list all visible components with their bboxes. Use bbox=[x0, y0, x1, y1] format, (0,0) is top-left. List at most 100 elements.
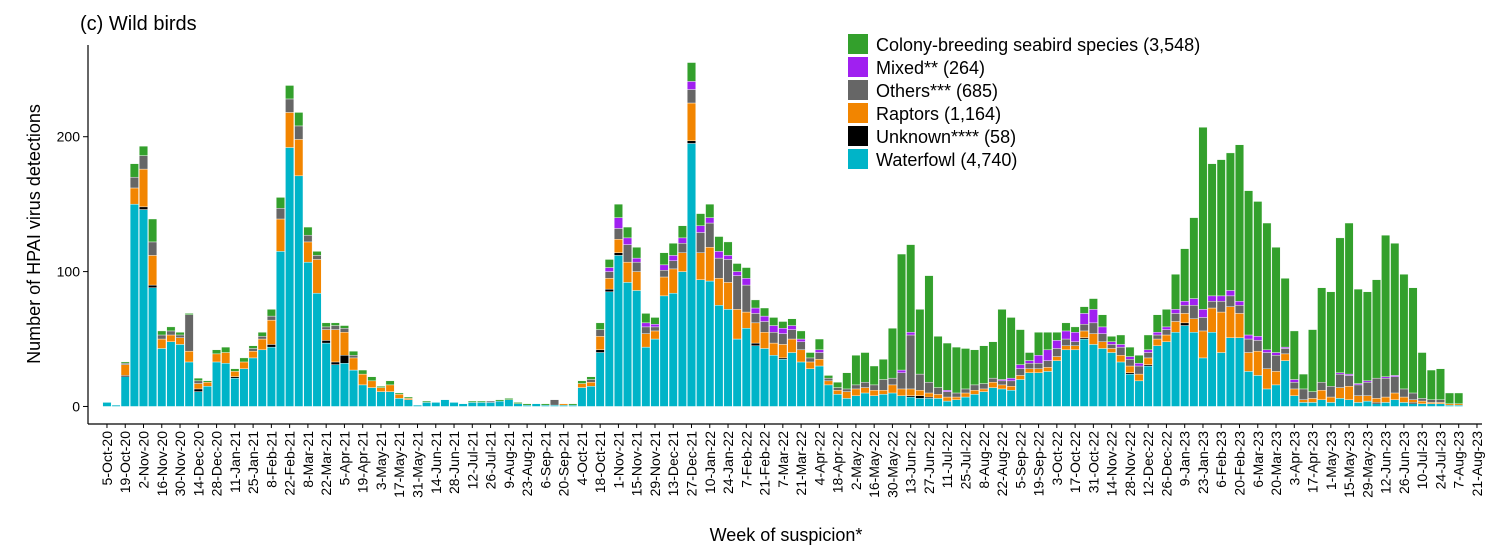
x-tick-label: 12-Jun-23 bbox=[1378, 431, 1394, 494]
bar-segment bbox=[1244, 190, 1254, 336]
bar-segment bbox=[732, 263, 742, 272]
bar-segment bbox=[129, 163, 139, 178]
bar-segment bbox=[732, 271, 742, 276]
bar-segment bbox=[1152, 345, 1162, 407]
bar-segment bbox=[1262, 388, 1272, 407]
bar-segment bbox=[814, 338, 824, 351]
bar-segment bbox=[1335, 373, 1345, 388]
bar-segment bbox=[1043, 332, 1053, 351]
bar-segment bbox=[257, 336, 267, 340]
bar-segment bbox=[111, 404, 121, 407]
bar-segment bbox=[139, 168, 148, 208]
legend-swatch bbox=[848, 34, 868, 54]
bar-segment bbox=[1088, 322, 1098, 334]
bar-segment bbox=[778, 357, 788, 360]
bar-segment bbox=[687, 143, 696, 407]
bar-segment bbox=[751, 322, 760, 344]
bar-segment bbox=[1098, 314, 1107, 328]
bar-segment bbox=[1372, 398, 1381, 403]
bar-segment bbox=[824, 380, 833, 386]
bar-segment bbox=[184, 313, 194, 315]
bar-segment bbox=[924, 381, 934, 394]
bar-segment bbox=[422, 400, 432, 403]
bar-segment bbox=[157, 348, 167, 407]
bar-segment bbox=[1107, 348, 1117, 353]
bar-segment bbox=[1326, 291, 1336, 387]
bar-segment bbox=[1289, 388, 1299, 396]
bar-segment bbox=[1372, 403, 1381, 407]
bar-segment bbox=[1299, 388, 1308, 400]
x-tick-label: 20-Feb-23 bbox=[1232, 431, 1248, 496]
bar-segment bbox=[1362, 395, 1372, 402]
bar-segment bbox=[696, 279, 706, 407]
bar-segment bbox=[1253, 336, 1263, 341]
bar-segment bbox=[705, 203, 715, 218]
bar-segment bbox=[312, 292, 322, 407]
bar-segment bbox=[1088, 344, 1098, 407]
bar-segment bbox=[1353, 383, 1363, 386]
bar-segment bbox=[1225, 306, 1235, 338]
bar-segment bbox=[1125, 356, 1135, 360]
bar-segment bbox=[312, 255, 322, 260]
bar-segment bbox=[677, 243, 687, 253]
bar-segment bbox=[1280, 360, 1290, 407]
bar-segment bbox=[1180, 313, 1190, 324]
bar-segment bbox=[1399, 388, 1409, 398]
bar-segment bbox=[1034, 355, 1043, 364]
bar-segment bbox=[1034, 363, 1043, 369]
bar-segment bbox=[888, 392, 897, 407]
bar-segment bbox=[1372, 402, 1381, 404]
bar-segment bbox=[906, 395, 916, 398]
bar-segment bbox=[1207, 307, 1217, 333]
bar-segment bbox=[1362, 400, 1372, 407]
bar-segment bbox=[1417, 403, 1427, 407]
bar-segment bbox=[1079, 313, 1089, 325]
bar-segment bbox=[1171, 313, 1180, 322]
x-tick-label: 21-Aug-23 bbox=[1469, 431, 1485, 497]
bar-segment bbox=[385, 391, 395, 407]
bar-segment bbox=[1006, 317, 1016, 379]
legend-swatch bbox=[848, 149, 868, 169]
bar-segment bbox=[979, 391, 989, 407]
bar-segment bbox=[1262, 222, 1272, 351]
bar-segment bbox=[1015, 368, 1025, 376]
x-tick-label: 6-Feb-23 bbox=[1213, 431, 1229, 488]
bar-segment bbox=[1043, 371, 1053, 407]
bar-segment bbox=[1015, 379, 1025, 407]
bar-segment bbox=[1436, 403, 1445, 407]
bar-segment bbox=[751, 313, 760, 324]
bar-segment bbox=[595, 322, 605, 330]
bar-segment bbox=[1436, 399, 1445, 403]
bar-segment bbox=[276, 251, 285, 407]
bar-segment bbox=[997, 379, 1007, 382]
bar-segment bbox=[714, 278, 724, 306]
bar-segment bbox=[1216, 295, 1226, 302]
bar-segment bbox=[1317, 399, 1327, 407]
x-tick-label: 10-Jan-22 bbox=[702, 431, 718, 494]
bar-segment bbox=[623, 237, 632, 245]
legend-label: Colony-breeding seabird species (3,548) bbox=[876, 35, 1200, 55]
x-tick-label: 4-Apr-22 bbox=[811, 431, 827, 486]
legend-label: Waterfowl (4,740) bbox=[876, 150, 1017, 170]
bar-segment bbox=[312, 251, 322, 256]
bar-segment bbox=[650, 317, 660, 325]
bar-segment bbox=[659, 276, 669, 297]
bar-segment bbox=[367, 376, 377, 382]
bar-segment bbox=[1198, 357, 1208, 407]
bar-segment bbox=[248, 348, 258, 352]
bar-segment bbox=[787, 338, 797, 353]
bar-segment bbox=[1107, 352, 1117, 407]
bar-segment bbox=[723, 259, 733, 283]
bar-segment bbox=[1162, 334, 1171, 342]
bar-segment bbox=[1235, 337, 1244, 407]
bar-segment bbox=[650, 330, 660, 340]
bar-segment bbox=[1134, 365, 1144, 375]
bar-segment bbox=[157, 334, 167, 340]
bar-segment bbox=[760, 321, 769, 333]
bar-segment bbox=[1335, 237, 1345, 373]
bar-segment bbox=[1006, 386, 1016, 391]
x-tick-label: 17-May-21 bbox=[391, 431, 407, 498]
bar-segment bbox=[741, 278, 751, 286]
bar-segment bbox=[1216, 301, 1226, 313]
bar-segment bbox=[942, 391, 952, 398]
